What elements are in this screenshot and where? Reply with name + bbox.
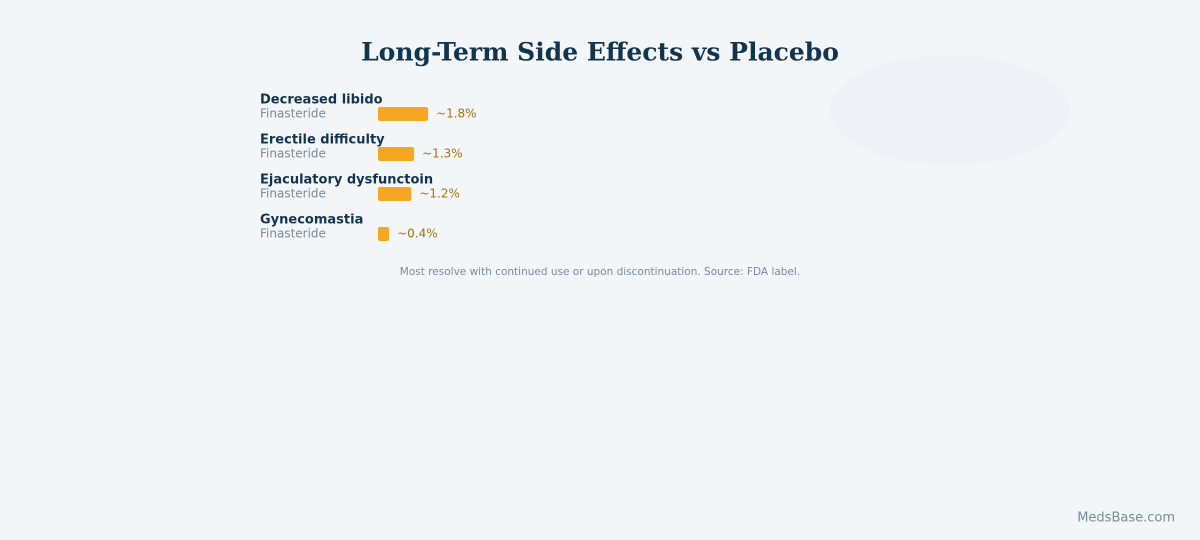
bar	[378, 107, 429, 121]
value-label: ~1.3%	[422, 147, 463, 161]
series-label: Finasteride	[260, 147, 326, 161]
category-label: Decreased libido	[260, 93, 383, 108]
series-label: Finasteride	[260, 227, 326, 241]
background-decoration	[830, 55, 1070, 165]
brand: MedsBase.com	[1077, 511, 1175, 526]
category-label: Erectile difficulty	[260, 133, 385, 148]
value-label: ~0.4%	[397, 227, 438, 241]
series-label: Finasteride	[260, 187, 326, 201]
bar	[378, 227, 390, 241]
caption: Most resolve with continued use or upon …	[400, 266, 800, 278]
series-label: Finasteride	[260, 107, 326, 121]
category-label: Ejaculatory dysfunctoin	[260, 173, 433, 188]
bar	[378, 187, 412, 201]
bar	[378, 147, 415, 161]
value-label: ~1.2%	[419, 187, 460, 201]
category-label: Gynecomastia	[260, 213, 363, 228]
chart-title: Long-Term Side Effects vs Placebo	[361, 38, 839, 67]
value-label: ~1.8%	[436, 107, 477, 121]
